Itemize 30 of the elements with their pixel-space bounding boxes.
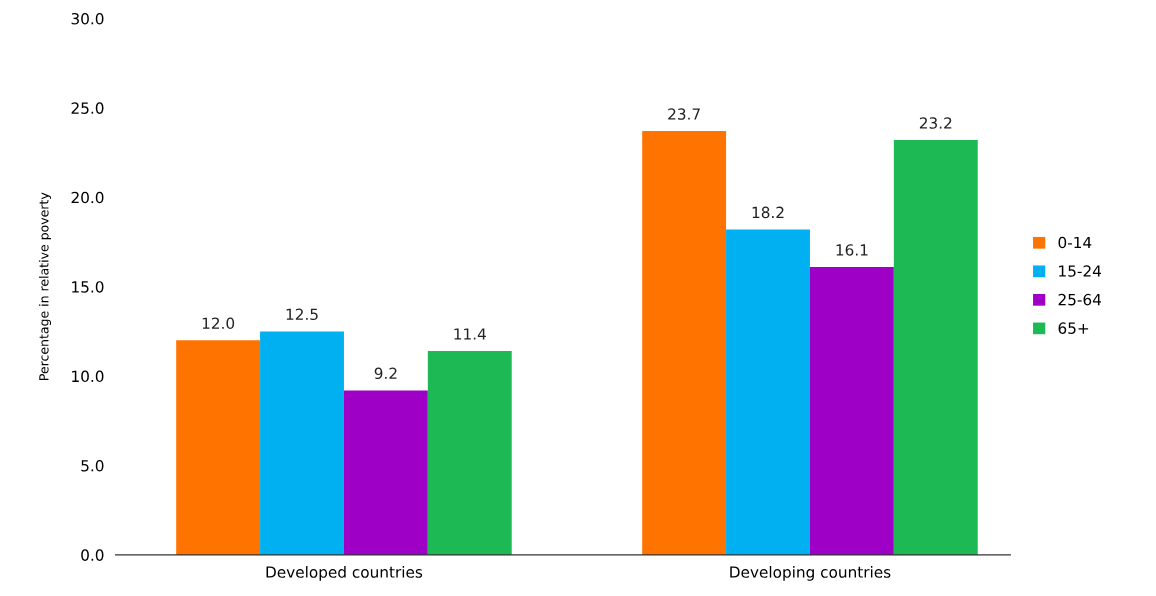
legend-label: 65+ <box>1058 322 1089 334</box>
legend-label: 0-14 <box>1058 236 1092 249</box>
data-label: 12.0 <box>202 317 235 330</box>
bar <box>726 229 810 555</box>
bar <box>176 340 261 555</box>
legend-label: 25-64 <box>1058 293 1102 306</box>
data-label: 12.5 <box>286 308 318 321</box>
y-tick-label: 30.0 <box>71 12 104 25</box>
bar <box>427 351 512 555</box>
bar <box>642 131 727 555</box>
x-tick-label: Developed countries <box>266 565 423 581</box>
data-label: 16.1 <box>836 244 868 256</box>
legend-label: 15-24 <box>1059 265 1102 277</box>
bar <box>260 331 344 555</box>
data-label: 11.4 <box>454 328 486 340</box>
y-tick-label: 20.0 <box>71 191 104 204</box>
data-label: 23.7 <box>668 108 700 120</box>
y-tick-label: 5.0 <box>81 459 104 472</box>
y-tick-label: 25.0 <box>71 102 104 114</box>
bar <box>893 140 978 555</box>
y-tick-label: 15.0 <box>72 281 104 293</box>
data-label: 23.2 <box>919 117 952 129</box>
data-label: 18.2 <box>752 206 784 219</box>
y-tick-label: 10.0 <box>72 370 104 383</box>
data-label: 9.2 <box>374 367 397 380</box>
bar <box>343 390 428 555</box>
bar <box>809 267 894 555</box>
y-tick-label: 0.0 <box>81 549 104 561</box>
x-tick-label: Developing countries <box>730 565 891 581</box>
y-axis-title: Percentage in relative poverty <box>38 192 52 380</box>
